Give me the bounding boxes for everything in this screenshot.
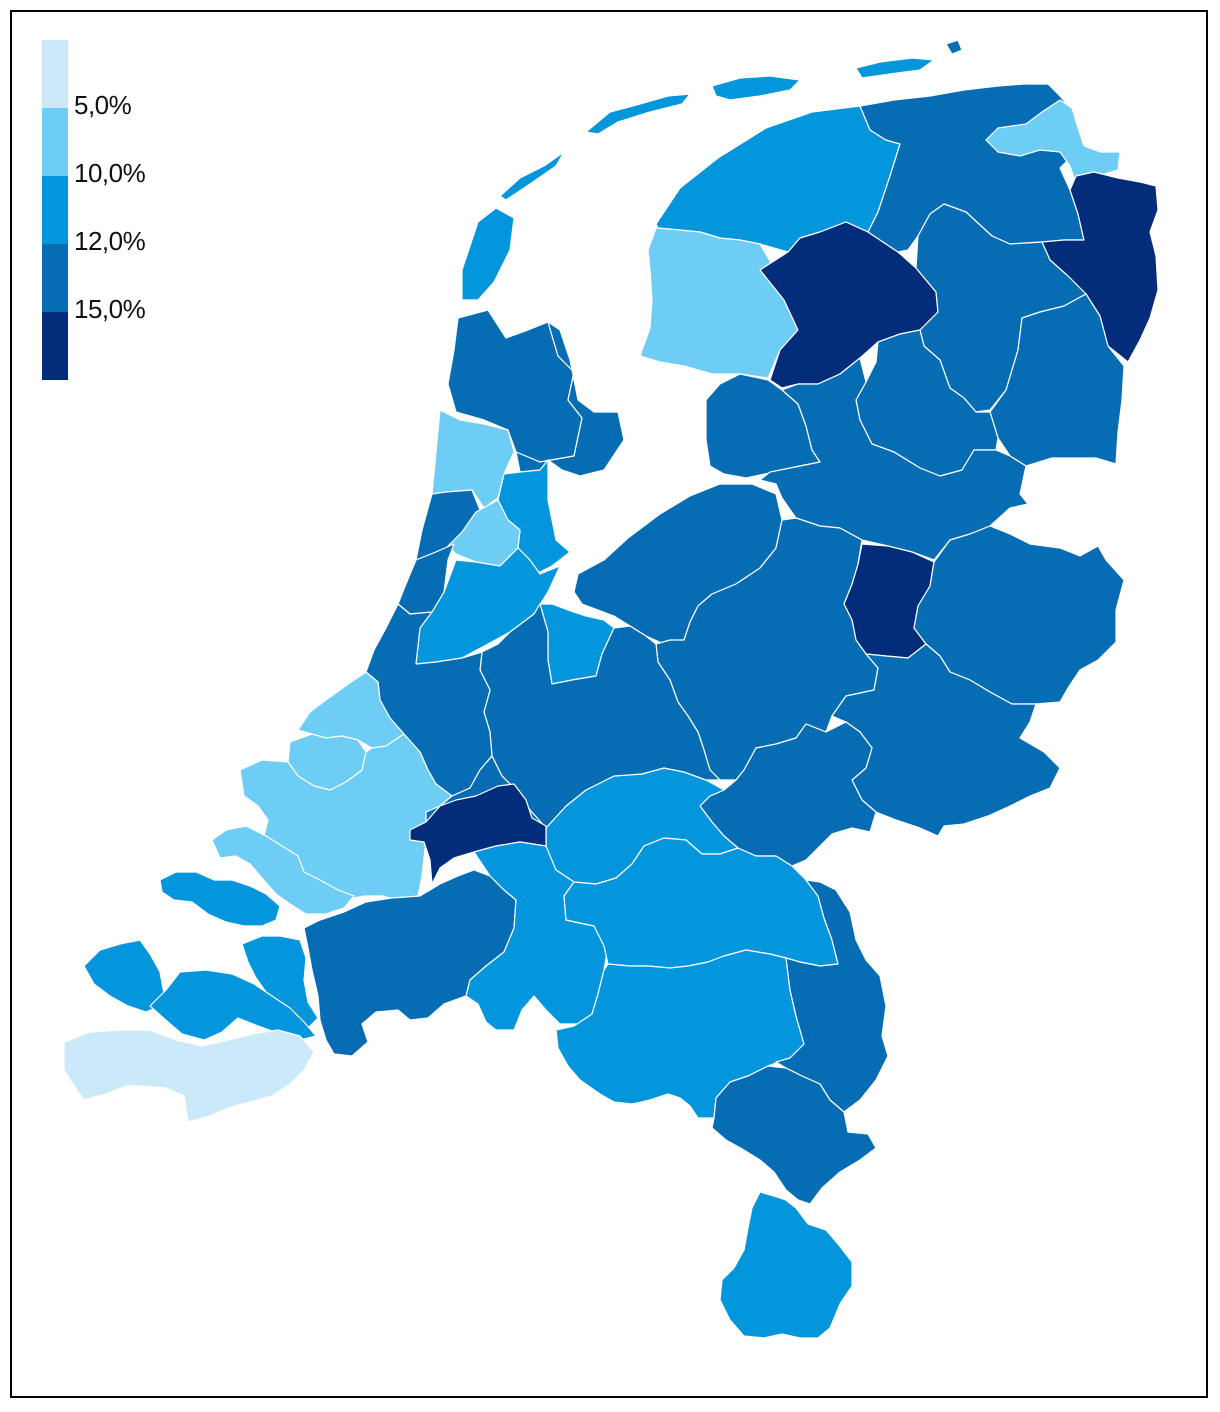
region-zeeuws-vlaanderen <box>63 1029 315 1123</box>
region-voorne-putten <box>211 825 355 915</box>
region-noord-limburg <box>775 879 889 1113</box>
region-delfzijl <box>985 99 1121 185</box>
legend-label-0: 5,0% <box>74 90 132 120</box>
legend: 5,0% 10,0% 12,0% 15,0% <box>42 40 202 380</box>
region-midden-limburg <box>711 1065 877 1205</box>
legend-swatch-0 <box>42 40 68 108</box>
legend-swatch-1 <box>42 108 68 176</box>
region-vlieland <box>499 151 565 201</box>
region-schouwen <box>241 935 319 1029</box>
region-zuid-limburg <box>719 1191 853 1339</box>
region-terschelling <box>585 93 691 135</box>
region-goeree <box>159 871 281 927</box>
region-noord-overijssel <box>759 357 1029 561</box>
region-walcheren <box>83 939 165 1013</box>
legend-swatch-2 <box>42 176 68 244</box>
legend-swatch-3 <box>42 244 68 312</box>
legend-label-2: 12,0% <box>74 226 146 256</box>
region-schiermonnikoog <box>855 57 935 79</box>
legend-label-1: 10,0% <box>74 158 146 188</box>
region-ameland <box>711 75 801 101</box>
legend-swatch-4 <box>42 312 68 380</box>
region-rottumeroog <box>945 39 963 55</box>
region-tholen <box>149 969 317 1041</box>
region-zuidwest-friesland <box>639 227 799 379</box>
legend-label-3: 15,0% <box>74 294 146 324</box>
region-bollenstreek <box>397 543 455 615</box>
region-texel <box>461 207 515 301</box>
